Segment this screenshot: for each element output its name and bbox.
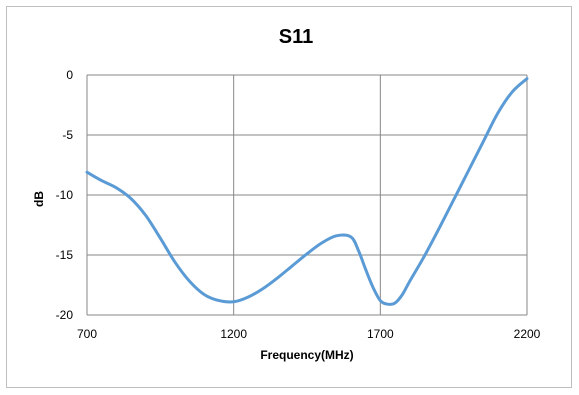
y-tick-label: -10 xyxy=(56,188,74,202)
y-tick-label: -5 xyxy=(62,128,73,142)
y-tick-label: -15 xyxy=(56,248,74,262)
x-tick-label: 1200 xyxy=(220,327,247,341)
series-line xyxy=(85,77,529,306)
x-tick-label: 2200 xyxy=(514,327,541,341)
y-tick-label: 0 xyxy=(66,68,73,82)
x-axis-label: Frequency(MHz) xyxy=(260,348,353,362)
y-tick-label: -20 xyxy=(56,308,74,322)
chart-frame: 0 -5 -10 -15 -20 700 1200 1700 2200 S11 Frequenc… xyxy=(6,6,572,388)
y-axis-label: dB xyxy=(32,191,46,207)
x-tick-label: 1700 xyxy=(367,327,394,341)
axes xyxy=(86,75,527,316)
grid xyxy=(86,74,528,316)
x-tick-label: 700 xyxy=(77,327,97,341)
chart-title: S11 xyxy=(279,26,313,48)
